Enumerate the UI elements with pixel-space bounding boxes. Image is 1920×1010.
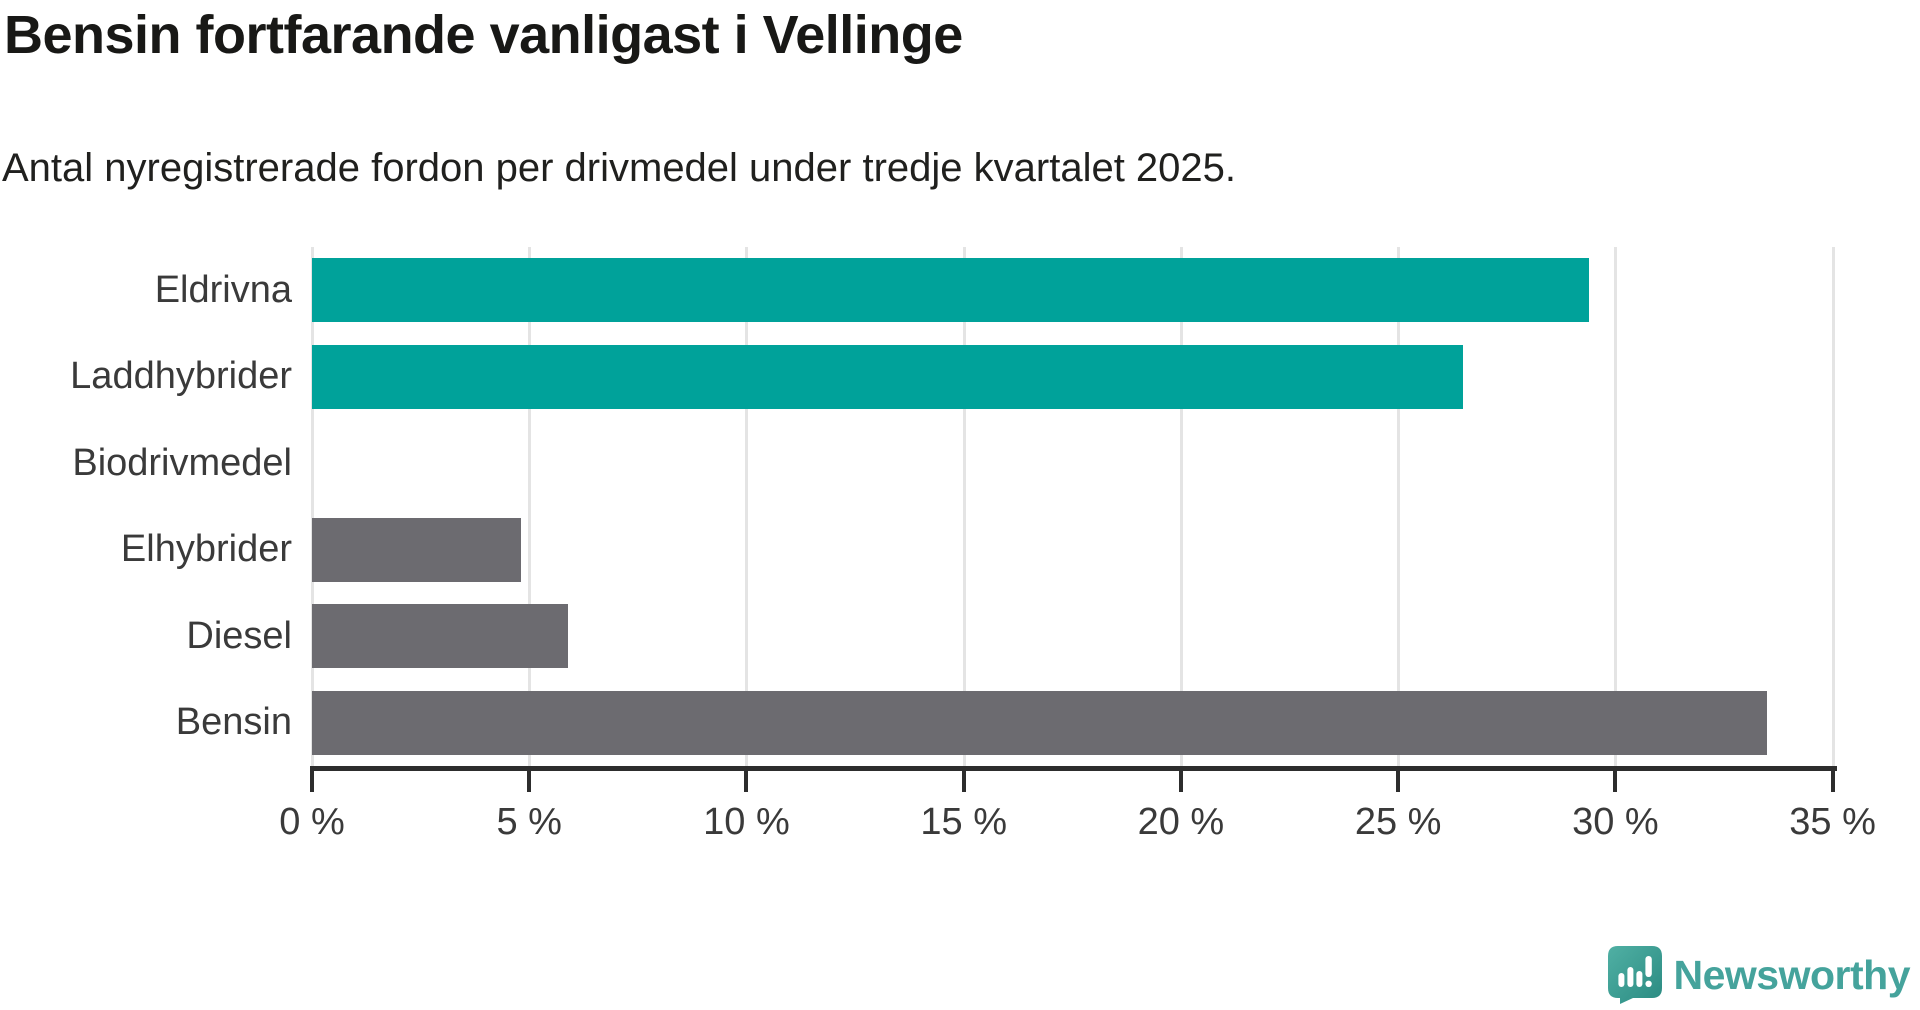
gridline-15pct <box>962 247 966 766</box>
category-label-elhybrider: Elhybrider <box>120 528 292 571</box>
tick-mark-35pct <box>1830 766 1835 792</box>
bar-eldrivna <box>312 258 1590 323</box>
x-axis-line <box>312 766 1837 771</box>
tick-mark-30pct <box>1613 766 1618 792</box>
tick-label-25pct: 25 % <box>1354 801 1442 843</box>
gridline-30pct <box>1614 247 1618 766</box>
gridline-5pct <box>528 247 532 766</box>
category-label-bensin: Bensin <box>175 701 292 744</box>
tick-label-35pct: 35 % <box>1789 801 1876 843</box>
tick-label-5pct: 5 % <box>496 801 562 843</box>
gridline-35pct <box>1831 247 1835 766</box>
tick-mark-20pct <box>1178 766 1183 792</box>
tick-mark-10pct <box>744 766 749 792</box>
chart-title: Bensin fortfarande vanligast i Vellinge <box>4 5 963 65</box>
newsworthy-logo: Newsworthy <box>1607 946 1911 1004</box>
category-label-eldrivna: Eldrivna <box>154 268 292 311</box>
tick-label-30pct: 30 % <box>1572 801 1659 843</box>
tick-mark-5pct <box>527 766 532 792</box>
gridline-10pct <box>745 247 749 766</box>
newsworthy-speech-bubble-chart-icon <box>1607 946 1662 1004</box>
category-label-diesel: Diesel <box>186 614 292 657</box>
tick-mark-25pct <box>1396 766 1401 792</box>
category-label-laddhybrider: Laddhybrider <box>70 355 292 398</box>
chart-subtitle: Antal nyregistrerade fordon per drivmede… <box>2 146 1237 190</box>
tick-mark-15pct <box>961 766 966 792</box>
category-label-biodrivmedel: Biodrivmedel <box>72 441 292 484</box>
gridline-0pct <box>311 247 314 766</box>
bar-bensin <box>312 690 1768 755</box>
tick-mark-0pct <box>310 766 314 792</box>
tick-label-20pct: 20 % <box>1137 801 1225 843</box>
gridline-20pct <box>1179 247 1183 766</box>
bar-laddhybrider <box>312 344 1464 409</box>
tick-label-10pct: 10 % <box>703 801 790 843</box>
bar-diesel <box>312 604 569 669</box>
tick-label-0pct: 0 % <box>279 801 345 843</box>
newsworthy-wordmark: Newsworthy <box>1673 951 1911 998</box>
tick-label-15pct: 15 % <box>920 801 1007 843</box>
bar-elhybrider <box>312 517 521 582</box>
plot-area <box>311 247 1850 766</box>
gridline-25pct <box>1397 247 1401 766</box>
